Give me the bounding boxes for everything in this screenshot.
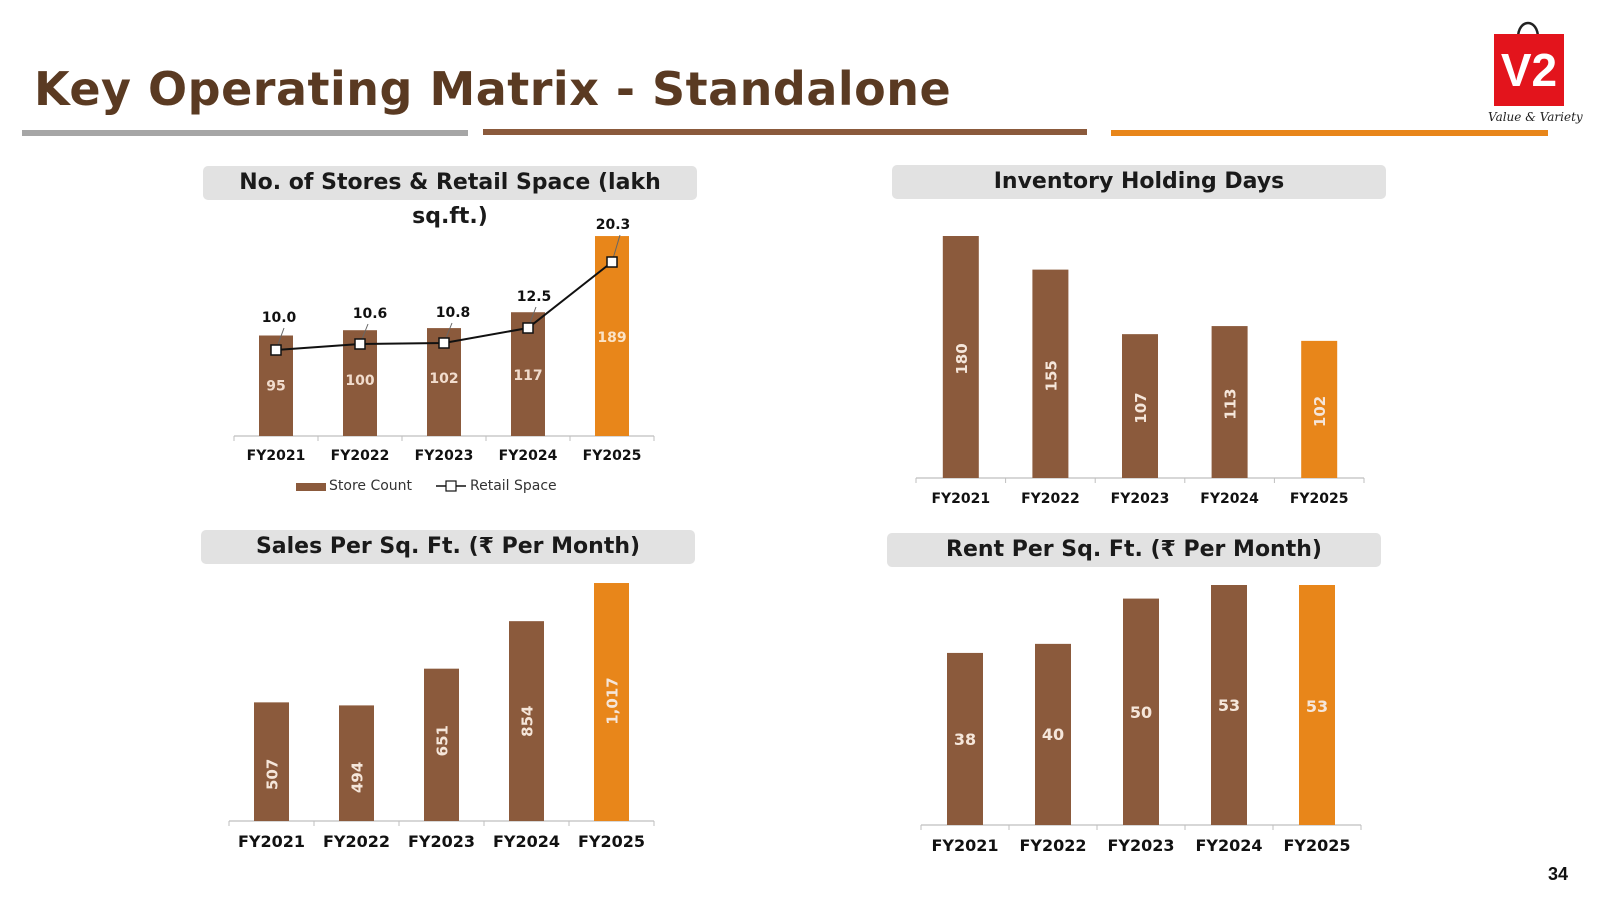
v2-logo: V2 Value & Variety [1488, 12, 1588, 132]
bar-data-label: 100 [345, 373, 374, 389]
x-tick-label: FY2021 [247, 448, 306, 464]
bar-data-label: 102 [1311, 396, 1329, 427]
bar-data-label: 50 [1130, 703, 1152, 722]
x-tick-label: FY2023 [415, 448, 474, 464]
page-title: Key Operating Matrix - Standalone [34, 62, 952, 116]
x-tick-label: FY2022 [331, 448, 390, 464]
bar-data-label: 107 [1132, 392, 1150, 423]
chart-2: 507 FY2021 494 FY2022 651 FY2023 854 FY2024 1,01… [228, 583, 655, 851]
bar-FY2025 [594, 583, 629, 821]
chart-0: 95 FY2021 100 FY2022 102 FY2023 117 FY2024 189 FY… [233, 217, 655, 494]
bar-data-label: 53 [1306, 697, 1328, 716]
retail-space-point [438, 337, 450, 349]
x-tick-label: FY2022 [1021, 491, 1080, 507]
bar-FY2025 [595, 236, 629, 436]
inventory-chart-title: Inventory Holding Days [892, 165, 1386, 199]
bar-data-label: 53 [1218, 696, 1240, 715]
bar-FY2025 [1301, 340, 1338, 478]
bar-FY2022 [1035, 643, 1071, 825]
legend-label-retail-space: Retail Space [470, 478, 557, 494]
bar-FY2023 [424, 668, 459, 821]
legend-label-store-count: Store Count [329, 478, 413, 494]
line-data-label: 10.0 [262, 310, 297, 326]
legend-swatch-store-count [296, 483, 326, 491]
line-data-label: 12.5 [517, 289, 552, 305]
bar-data-label: 102 [429, 371, 458, 387]
bar-FY2025 [1299, 585, 1335, 825]
shopping-bag-handle-icon [1516, 21, 1540, 39]
page-number: 34 [1548, 864, 1569, 884]
line-data-label: 20.3 [596, 217, 631, 233]
x-tick-label: FY2024 [493, 832, 560, 851]
chart-1: 180 FY2021 155 FY2022 107 FY2023 113 FY2024 102 F… [915, 236, 1365, 507]
bar-FY2023 [1122, 334, 1158, 478]
bar-data-label: 189 [597, 330, 626, 346]
x-tick-label: FY2024 [499, 448, 558, 464]
bar-data-label: 113 [1222, 388, 1240, 419]
bar-FY2024 [509, 621, 544, 821]
bar-data-label: 507 [264, 759, 282, 790]
stores-chart-title: No. of Stores & Retail Space (lakh sq.ft… [203, 166, 697, 229]
logo-mark: V2 [1494, 34, 1564, 106]
x-tick-label: FY2025 [1290, 491, 1349, 507]
bar-FY2024 [1211, 326, 1248, 478]
title-rule-orange [1111, 130, 1548, 136]
logo-tagline: Value & Variety [1488, 110, 1583, 124]
bar-data-label: 95 [266, 378, 285, 394]
bar-data-label: 1,017 [604, 677, 622, 724]
x-tick-label: FY2021 [238, 832, 305, 851]
bar-FY2022 [1032, 269, 1069, 478]
sales-chart-title: Sales Per Sq. Ft. (₹ Per Month) [201, 530, 695, 564]
x-tick-label: FY2023 [1107, 836, 1174, 855]
bar-FY2022 [339, 705, 374, 821]
bar-data-label: 40 [1042, 725, 1064, 744]
legend-marker-retail-space [445, 480, 457, 492]
bar-data-label: 651 [434, 725, 452, 756]
line-data-label: 10.6 [353, 306, 388, 322]
x-tick-label: FY2025 [583, 448, 642, 464]
bar-data-label: 117 [513, 368, 542, 384]
chart-3: 38 FY2021 40 FY2022 50 FY2023 53 FY2024 53 FY2025 [920, 585, 1362, 855]
x-tick-label: FY2023 [1111, 491, 1170, 507]
bar-data-label: 180 [953, 343, 971, 374]
title-rule-grey [22, 130, 468, 136]
bar-FY2021 [942, 236, 979, 478]
bar-data-label: 854 [519, 706, 537, 737]
title-rule-brown [483, 129, 1087, 135]
retail-space-point [354, 338, 366, 350]
retail-space-point [606, 256, 618, 268]
rent-chart-title: Rent Per Sq. Ft. (₹ Per Month) [887, 533, 1381, 567]
bar-FY2023 [1123, 598, 1159, 825]
x-tick-label: FY2022 [323, 832, 390, 851]
line-data-label: 10.8 [436, 305, 471, 321]
bar-FY2024 [1211, 585, 1247, 825]
bar-data-label: 155 [1042, 360, 1060, 391]
bar-FY2021 [947, 652, 983, 825]
bar-FY2021 [254, 702, 289, 821]
x-tick-label: FY2025 [578, 832, 645, 851]
x-tick-label: FY2024 [1200, 491, 1259, 507]
x-tick-label: FY2024 [1195, 836, 1262, 855]
bar-data-label: 494 [349, 762, 367, 793]
retail-space-point [522, 322, 534, 334]
x-tick-label: FY2021 [931, 491, 990, 507]
x-tick-label: FY2025 [1283, 836, 1350, 855]
x-tick-label: FY2023 [408, 832, 475, 851]
x-tick-label: FY2021 [931, 836, 998, 855]
x-tick-label: FY2022 [1019, 836, 1086, 855]
retail-space-point [270, 344, 282, 356]
bar-data-label: 38 [954, 730, 976, 749]
